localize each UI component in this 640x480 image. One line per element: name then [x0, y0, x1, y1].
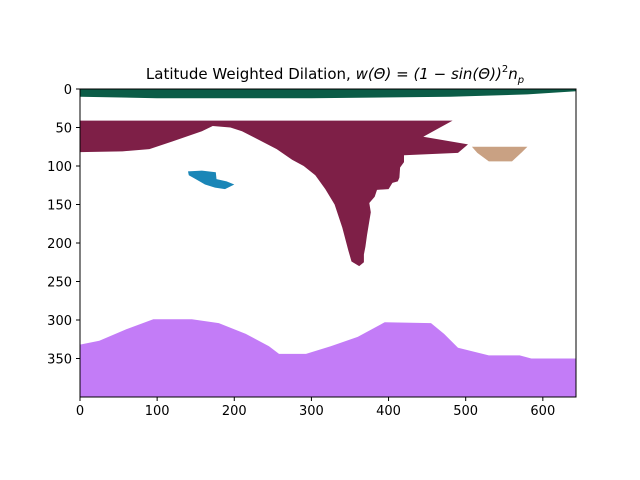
chart-title-exponent: 2 — [502, 64, 508, 75]
x-tick-label: 100 — [145, 404, 170, 419]
axes: 0 100 200 300 400 500 600 0 50 100 150 200 250 300 350 — [47, 83, 577, 419]
region-maroon-region — [80, 120, 468, 267]
y-tick-label: 100 — [47, 160, 72, 175]
y-tick-label: 350 — [47, 353, 72, 368]
x-tick-label: 0 — [76, 404, 84, 419]
chart-title: Latitude Weighted Dilation, w(Θ) = (1 − … — [146, 64, 524, 86]
region-purple-region — [80, 319, 576, 397]
region-blue-blob — [188, 170, 235, 190]
region-tan-region — [471, 146, 528, 162]
y-tick-label: 200 — [47, 237, 72, 252]
y-tick-label: 0 — [64, 83, 72, 98]
x-tick-label: 200 — [222, 404, 247, 419]
x-tick-label: 500 — [453, 404, 478, 419]
chart-title-factor: n — [508, 65, 518, 83]
plot-area — [80, 89, 576, 397]
x-tick-label: 300 — [299, 404, 324, 419]
chart-title-formula: w(Θ) = (1 − sin(Θ)) — [356, 65, 502, 83]
y-tick-label: 250 — [47, 276, 72, 291]
chart-title-subscript: p — [517, 75, 524, 86]
x-tick-label: 400 — [376, 404, 401, 419]
y-tick-label: 50 — [55, 122, 72, 137]
region-dark-green-band — [80, 89, 576, 99]
chart-title-prefix: Latitude Weighted Dilation, — [146, 65, 356, 83]
y-tick-label: 300 — [47, 314, 72, 329]
y-tick-label: 150 — [47, 199, 72, 214]
x-tick-label: 600 — [530, 404, 555, 419]
